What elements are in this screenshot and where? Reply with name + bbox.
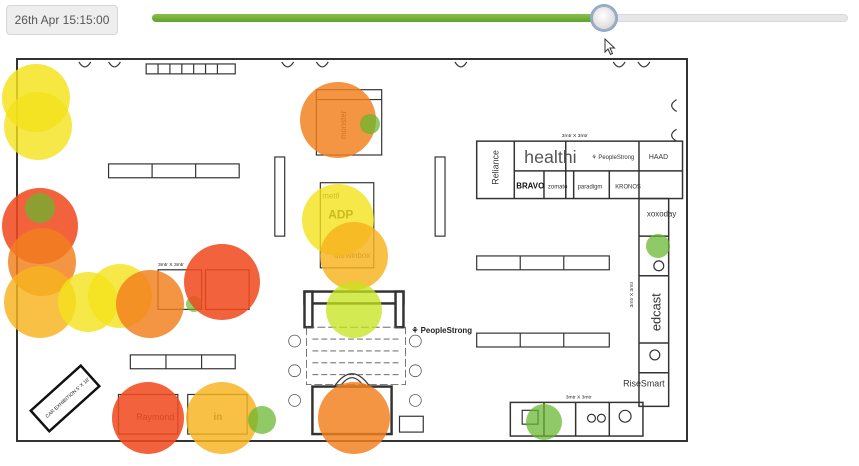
brand-adp: ADP (328, 207, 353, 221)
brand-risesmart: RiseSmart (623, 379, 665, 389)
floor-plan: healthi ⚘ PeopleStrong HAAD Reliance BRA… (16, 58, 688, 442)
brand-darwinbox: darwinbox (334, 251, 370, 260)
top-stall-strip (78, 61, 677, 142)
timeline-slider[interactable] (152, 6, 848, 30)
brand-mettl: mettl (322, 192, 339, 201)
brand-linkedin: in (213, 412, 222, 423)
brand-raymond: Raymond (136, 412, 174, 422)
slider-fill (152, 14, 605, 22)
seating-pods (288, 326, 422, 407)
brand-xoxoday: xoxoday (647, 209, 676, 218)
brand-bravo: BRAVO (516, 182, 544, 191)
slider-handle[interactable] (592, 6, 617, 30)
floor-plan-drawing: healthi ⚘ PeopleStrong HAAD Reliance BRA… (28, 61, 684, 437)
brand-peoplestrong-main: ⚘ PeopleStrong (411, 326, 472, 335)
brand-kronos: KRONOS (615, 185, 641, 191)
brand-haad: HAAD (649, 154, 668, 161)
dimension-label-top-right: 3mtr X 3mtr (562, 133, 588, 139)
brand-zomato: zomato (548, 185, 568, 191)
dimension-label-right-vertical: 3mtr X 3mtr (629, 281, 635, 307)
brand-peoplestrong-small: ⚘ PeopleStrong (591, 154, 634, 161)
brand-paradigm: paradigm (578, 185, 603, 191)
brand-healthi: healthi (524, 147, 576, 167)
mouse-cursor-icon (604, 38, 616, 56)
dimension-label-bottom-right: 3mtr X 3mtr (566, 394, 592, 400)
timestamp-display: 26th Apr 15:15:00 (6, 5, 118, 35)
brand-edcast: edcast (649, 293, 664, 331)
brand-monster: monster (339, 110, 348, 139)
brand-reliance: Reliance (490, 150, 500, 185)
dimension-label-left-mid: 3mtr X 3mtr (158, 262, 184, 268)
car-exhibition-area (28, 363, 102, 433)
